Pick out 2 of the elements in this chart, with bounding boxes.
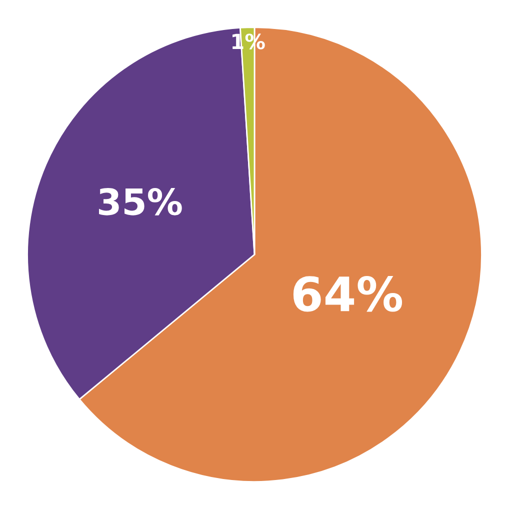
data-label: 64% <box>293 276 402 312</box>
data-label: 35% <box>99 188 182 216</box>
